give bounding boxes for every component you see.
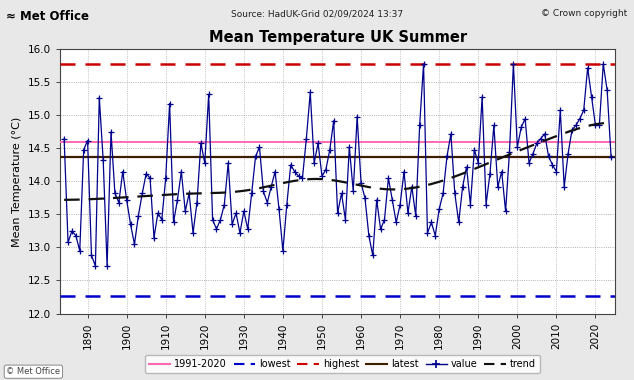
Y-axis label: Mean Temperature (°C): Mean Temperature (°C) xyxy=(13,116,22,247)
Legend: 1991-2020, lowest, highest, latest, value, trend: 1991-2020, lowest, highest, latest, valu… xyxy=(145,355,540,373)
Text: © Met Office: © Met Office xyxy=(6,367,60,376)
Title: Mean Temperature UK Summer: Mean Temperature UK Summer xyxy=(209,30,467,46)
Text: ≈ Met Office: ≈ Met Office xyxy=(6,10,89,22)
Text: © Crown copyright: © Crown copyright xyxy=(541,10,628,19)
Text: Source: HadUK-Grid 02/09/2024 13:37: Source: HadUK-Grid 02/09/2024 13:37 xyxy=(231,10,403,19)
